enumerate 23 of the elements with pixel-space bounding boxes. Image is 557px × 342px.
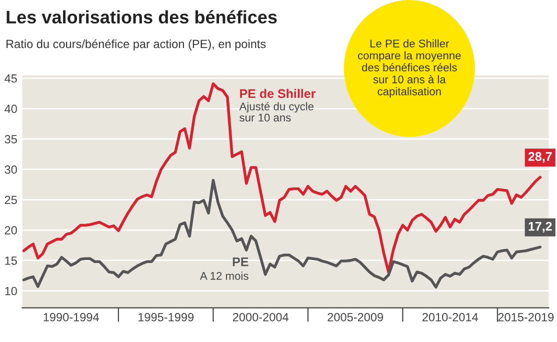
- annotation: Le PE de Shiller compare la moyenne des bénéfices réels sur 10 ans à la capitalisation: [358, 39, 461, 98]
- y-tick-label: 10: [5, 286, 17, 296]
- x-tick-label: 2005-2009: [328, 312, 384, 322]
- y-tick-label: 25: [4, 196, 17, 204]
- series-label: PE: [232, 258, 248, 266]
- x-tick-label: 2015-2019: [498, 312, 554, 322]
- x-tick-label: 2000-2004: [232, 312, 288, 322]
- x-tick-label: 1990-1994: [44, 312, 99, 322]
- x-tick-label: 2010-2014: [422, 312, 478, 322]
- y-tick-label: 40: [4, 104, 17, 114]
- series-label: PE de Shiller: [240, 88, 316, 98]
- y-tick-label: 20: [4, 226, 17, 234]
- annotation: 17,2: [528, 222, 552, 233]
- y-tick-label: 30: [4, 165, 17, 174]
- annotation: Ajusté du cycle sur 10 ans: [239, 102, 314, 122]
- y-tick-label: 45: [4, 74, 17, 83]
- x-tick-label: 1995-1999: [138, 312, 194, 322]
- y-tick-label: 15: [5, 256, 17, 265]
- annotation: 28,7: [528, 152, 552, 163]
- chart-subtitle: Ratio du cours/bénéfice par action (PE), en points: [6, 39, 266, 50]
- chart-title: Les valorisations des bénéfices: [6, 10, 277, 24]
- y-tick-label: 35: [4, 135, 17, 144]
- annotation: A 12 mois: [200, 272, 248, 280]
